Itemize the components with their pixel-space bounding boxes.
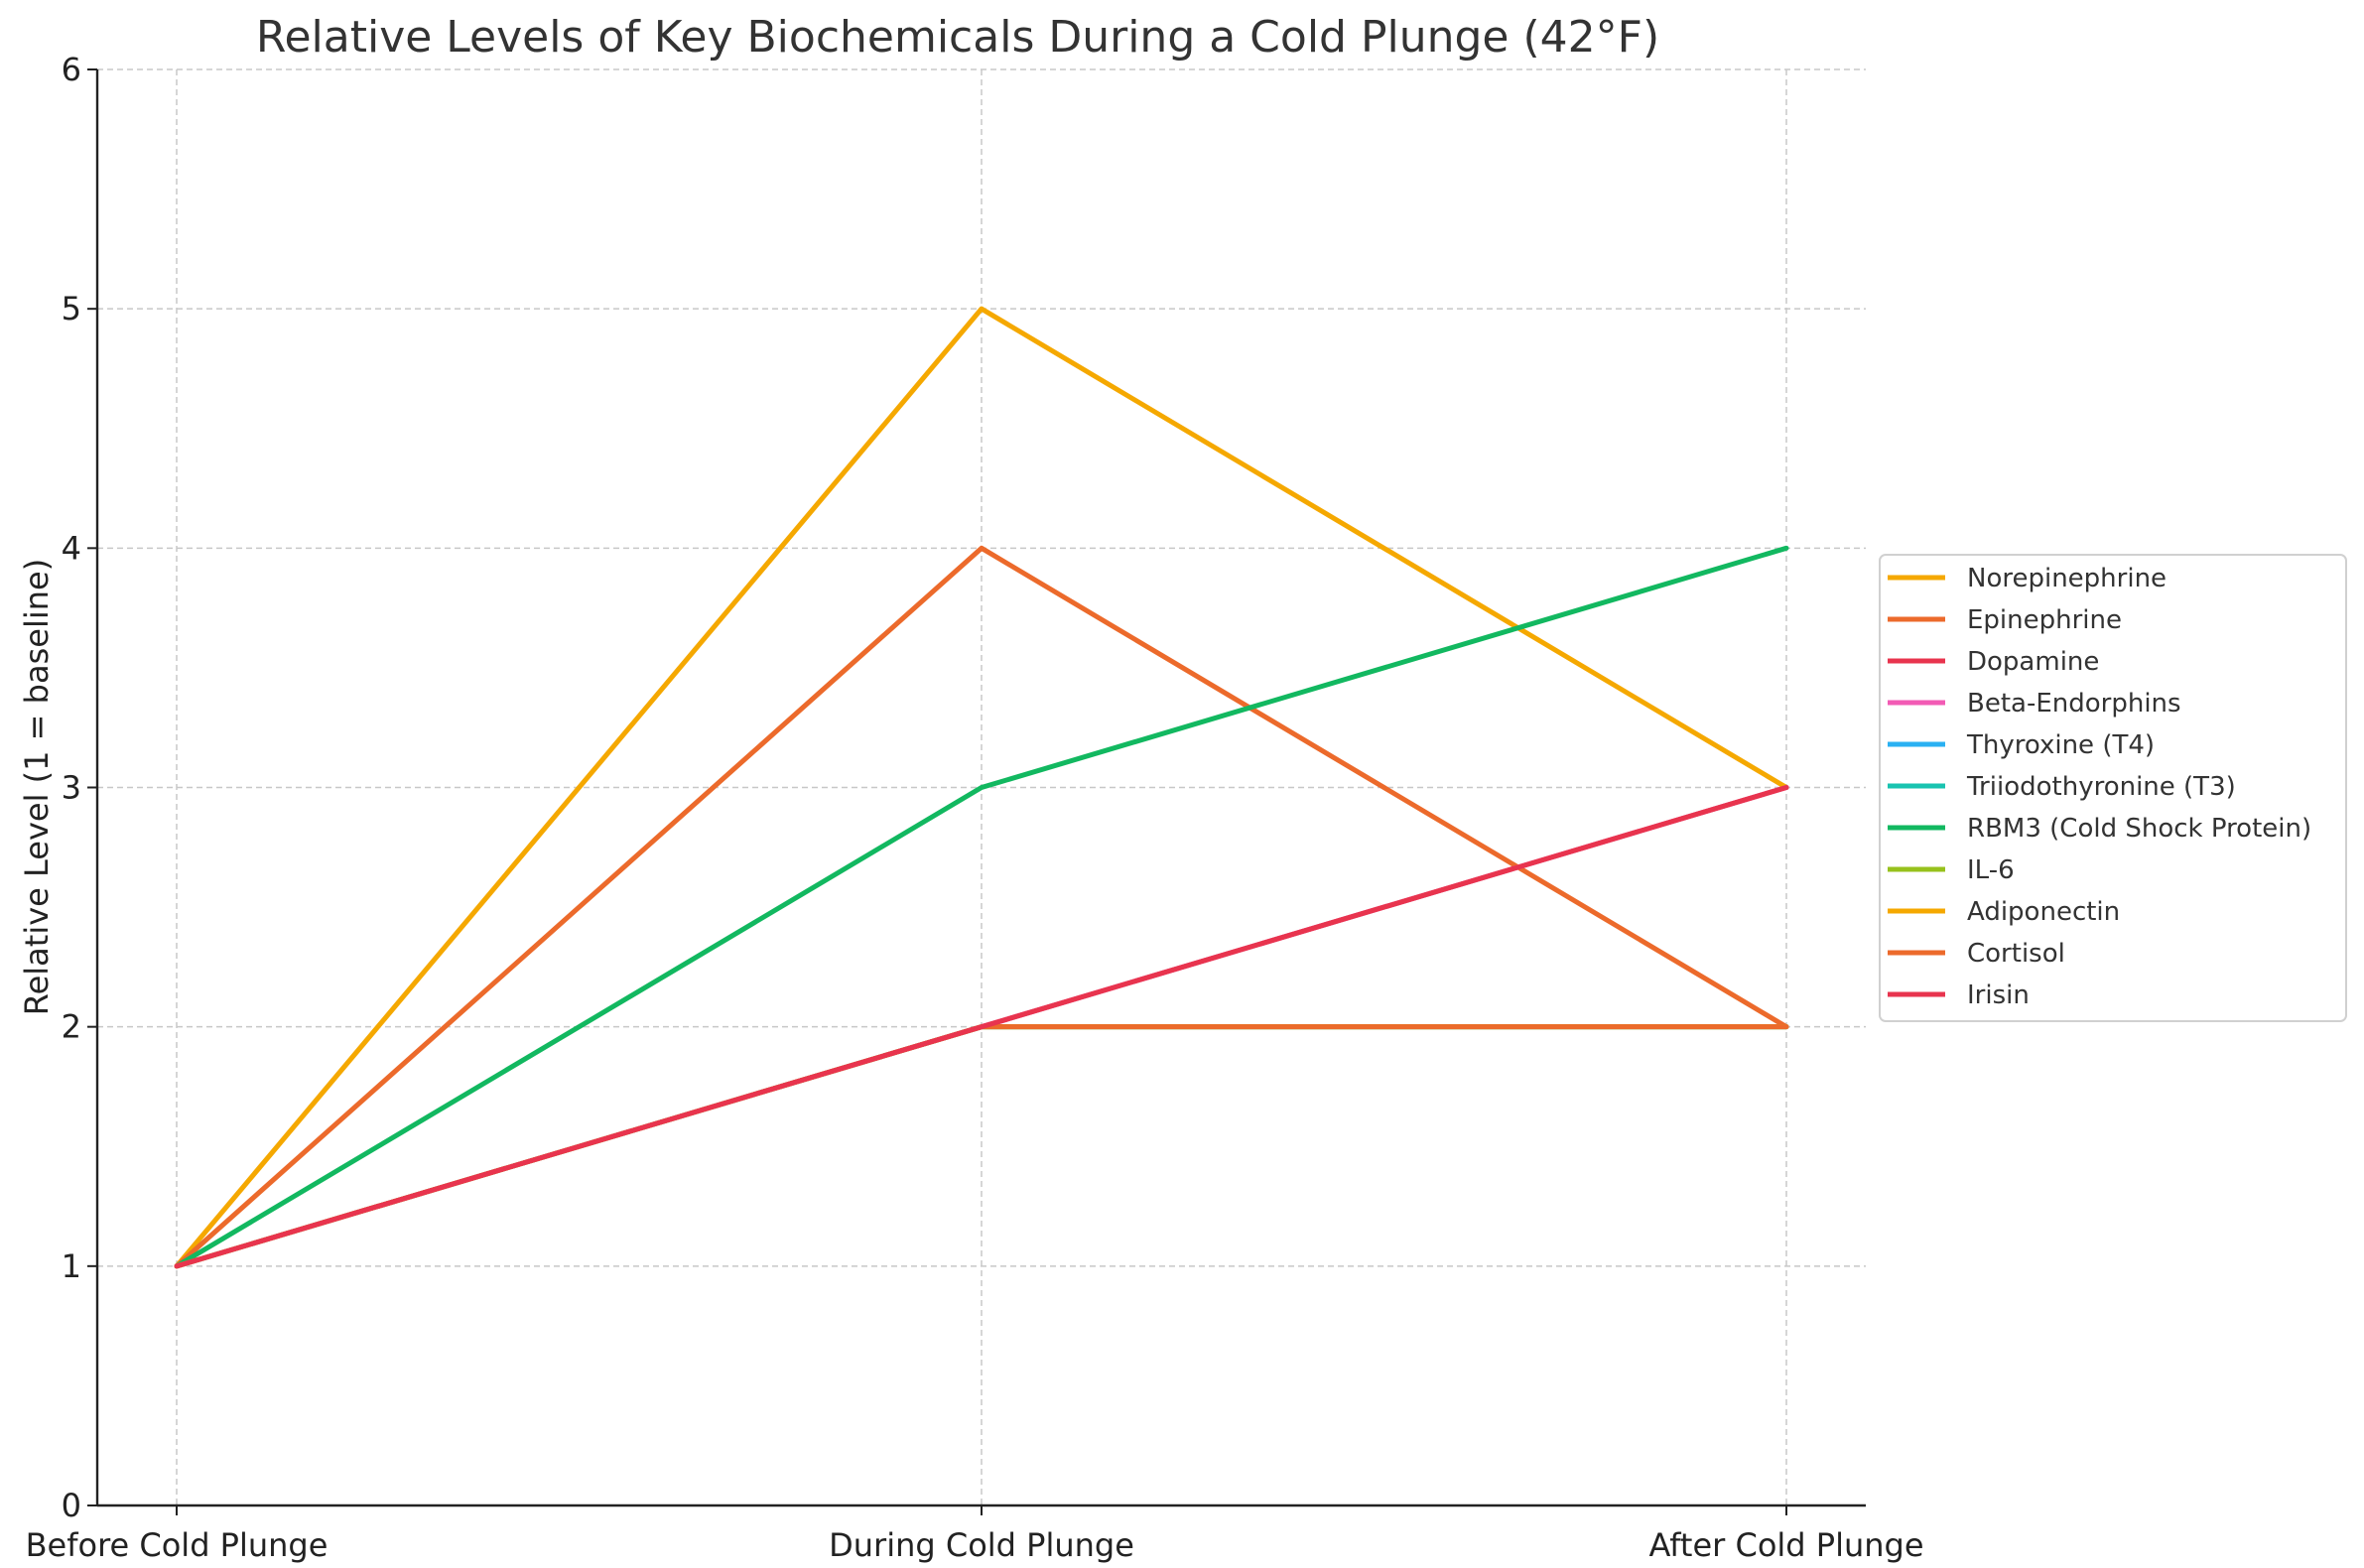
series-line-irisin [174, 785, 1789, 1269]
y-tick-label: 5 [62, 290, 81, 327]
chart-title: Relative Levels of Key Biochemicals Duri… [256, 12, 1659, 63]
y-tick-label: 6 [62, 51, 81, 88]
legend-box [1879, 554, 2347, 1022]
y-axis-label: Relative Level (1 = baseline) [18, 559, 56, 1015]
series-lines [174, 306, 1789, 1269]
legend-label: Triiodothyronine (T3) [1966, 772, 2236, 802]
legend-label: Norepinephrine [1967, 564, 2167, 593]
legend-label: Adiponectin [1967, 897, 2120, 927]
legend-label: Beta-Endorphins [1967, 689, 2181, 719]
y-tick-label: 3 [62, 769, 81, 807]
legend-label: Thyroxine (T4) [1966, 730, 2155, 760]
y-tick-label: 4 [62, 529, 81, 567]
legend: Norepinephrine Epinephrine Dopamine Beta-En… [1879, 554, 2347, 1022]
y-tick-label: 0 [62, 1487, 81, 1524]
legend-label: RBM3 (Cold Shock Protein) [1967, 814, 2311, 844]
x-tick-label: Before Cold Plunge [26, 1526, 328, 1564]
legend-label: Irisin [1967, 980, 2030, 1010]
legend-label: Epinephrine [1967, 605, 2122, 635]
x-tick-label: During Cold Plunge [829, 1526, 1134, 1564]
y-tick-label: 1 [62, 1247, 81, 1285]
legend-label: Dopamine [1967, 647, 2099, 677]
legend-label: Cortisol [1967, 939, 2065, 969]
x-tick-label: After Cold Plunge [1648, 1526, 1923, 1564]
series-line-rbm3-cold-shock-protein [174, 545, 1789, 1269]
axis-ticks: 0 1 2 3 4 5 6 Before Cold Plunge During Cold Plu… [26, 51, 1924, 1564]
legend-label: IL-6 [1967, 855, 2015, 885]
y-tick-label: 2 [62, 1008, 81, 1046]
